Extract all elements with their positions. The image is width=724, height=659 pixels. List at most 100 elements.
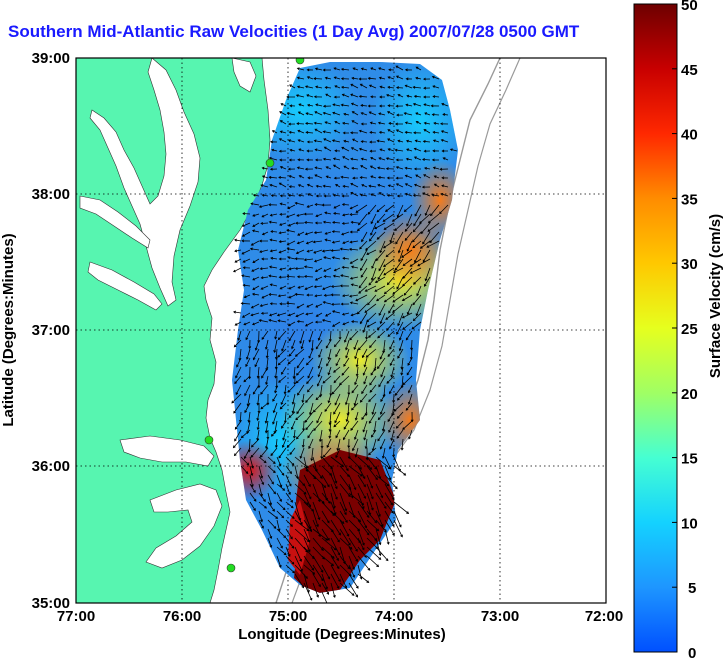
- velocity-arrow: [304, 221, 314, 225]
- velocity-arrow: [314, 320, 323, 324]
- velocity-arrow: [382, 240, 395, 249]
- velocity-vectors: [231, 65, 458, 603]
- velocity-arrow: [385, 167, 395, 171]
- velocity-arrow: [396, 393, 404, 401]
- velocity-arrow: [376, 213, 386, 224]
- velocity-arrow: [287, 222, 296, 227]
- velocity-arrow: [324, 231, 332, 235]
- velocity-arrow: [387, 138, 395, 143]
- velocity-arrow: [322, 220, 332, 224]
- velocity-arrow: [432, 149, 440, 153]
- velocity-arrow: [332, 157, 341, 161]
- velocity-arrow: [360, 112, 368, 116]
- velocity-arrow: [323, 293, 332, 297]
- velocity-arrow: [298, 103, 305, 107]
- velocity-arrow: [396, 194, 403, 198]
- velocity-arrow: [423, 149, 431, 153]
- velocity-arrow: [269, 167, 278, 171]
- velocity-arrow: [295, 221, 305, 225]
- velocity-arrow: [427, 213, 440, 224]
- velocity-arrow: [395, 166, 404, 170]
- velocity-arrow: [306, 183, 314, 188]
- radar-station: [226, 563, 236, 573]
- velocity-arrow: [368, 447, 377, 456]
- velocity-arrow: [233, 267, 242, 273]
- velocity-arrow: [341, 265, 350, 269]
- velocity-arrow: [378, 157, 386, 161]
- velocity-arrow: [285, 537, 295, 549]
- velocity-arrow: [249, 247, 260, 251]
- velocity-arrow: [369, 149, 377, 153]
- velocity-arrow: [396, 321, 404, 335]
- velocity-arrow: [375, 519, 387, 533]
- velocity-arrow: [440, 139, 449, 143]
- velocity-arrow: [279, 202, 287, 206]
- velocity-arrow: [294, 546, 302, 562]
- velocity-arrow: [251, 267, 260, 272]
- velocity-arrow: [375, 510, 384, 528]
- velocity-arrow: [261, 294, 269, 299]
- velocity-arrow: [256, 393, 260, 406]
- velocity-arrow: [306, 94, 314, 98]
- velocity-arrow: [279, 130, 287, 134]
- velocity-arrow: [417, 258, 431, 267]
- velocity-arrow: [323, 275, 332, 279]
- velocity-arrow: [367, 294, 377, 306]
- velocity-arrow: [314, 166, 323, 170]
- velocity-arrow: [331, 139, 341, 143]
- velocity-arrow: [409, 267, 422, 274]
- velocity-arrow: [350, 157, 359, 161]
- velocity-arrow: [312, 402, 323, 413]
- velocity-arrow: [404, 130, 413, 134]
- velocity-arrow: [314, 174, 323, 179]
- velocity-arrow: [375, 501, 381, 518]
- velocity-arrow: [278, 257, 286, 261]
- velocity-arrow: [330, 249, 341, 253]
- velocity-arrow: [423, 77, 431, 81]
- velocity-arrow: [339, 492, 348, 512]
- velocity-arrow: [249, 501, 256, 512]
- velocity-arrow: [240, 429, 251, 439]
- velocity-arrow: [367, 76, 377, 80]
- velocity-arrow: [431, 75, 440, 80]
- velocity-arrow: [291, 393, 296, 405]
- velocity-arrow: [323, 138, 332, 143]
- velocity-arrow: [321, 474, 330, 488]
- velocity-arrow: [233, 339, 242, 348]
- velocity-arrow: [377, 429, 386, 442]
- velocity-arrow: [326, 438, 332, 449]
- velocity-arrow: [423, 86, 431, 90]
- velocity-arrow: [315, 85, 323, 89]
- velocity-arrow: [241, 222, 251, 227]
- velocity-arrow: [369, 384, 377, 393]
- velocity-arrow: [314, 67, 323, 71]
- velocity-arrow: [296, 402, 305, 415]
- velocity-arrow: [429, 231, 440, 244]
- velocity-arrow: [378, 130, 386, 134]
- velocity-arrow: [321, 510, 330, 524]
- velocity-arrow: [236, 357, 242, 368]
- velocity-arrow: [322, 111, 332, 116]
- velocity-arrow: [378, 258, 386, 272]
- velocity-arrow: [324, 211, 332, 215]
- velocity-arrow: [286, 112, 296, 116]
- velocity-arrow: [339, 465, 350, 477]
- velocity-arrow: [389, 438, 395, 450]
- velocity-arrow: [286, 95, 296, 99]
- velocity-arrow: [339, 519, 350, 537]
- velocity-arrow: [371, 402, 377, 415]
- velocity-arrow: [321, 528, 330, 541]
- velocity-arrow: [374, 285, 386, 292]
- velocity-arrow: [288, 267, 296, 271]
- velocity-arrow: [430, 104, 440, 108]
- velocity-arrow: [279, 158, 287, 162]
- velocity-arrow: [294, 292, 305, 296]
- velocity-arrow: [342, 184, 350, 188]
- velocity-arrow: [252, 222, 260, 227]
- velocity-arrow: [424, 112, 431, 116]
- velocity-arrow: [280, 103, 287, 107]
- velocity-arrow: [357, 456, 373, 470]
- velocity-arrow: [441, 184, 449, 188]
- velocity-arrow: [361, 411, 368, 421]
- velocity-arrow: [387, 111, 395, 116]
